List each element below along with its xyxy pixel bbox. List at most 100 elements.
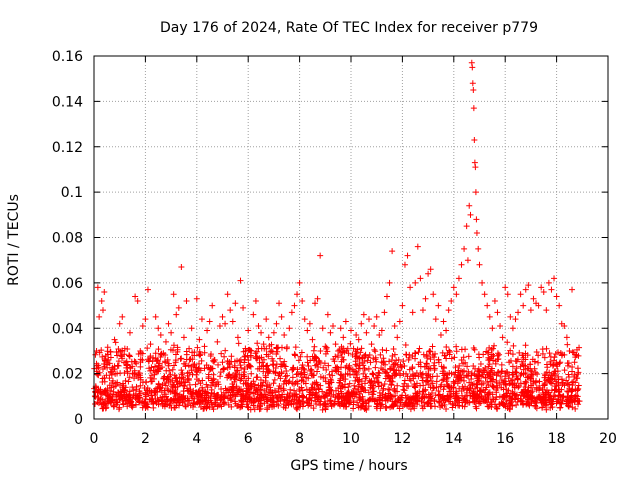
data-point-band — [360, 362, 367, 369]
data-point-band — [298, 349, 305, 356]
data-point-band — [534, 371, 541, 378]
data-point-band — [568, 392, 575, 399]
data-point — [288, 309, 295, 316]
data-point — [98, 298, 105, 305]
data-point-band — [221, 366, 228, 373]
data-point-band — [351, 385, 358, 392]
chart-title: Day 176 of 2024, Rate Of TEC Index for r… — [160, 20, 538, 36]
data-point-band — [382, 370, 389, 377]
data-point-band — [307, 367, 314, 374]
data-point-band — [490, 345, 497, 352]
data-point-band — [565, 371, 572, 378]
data-point-band — [486, 403, 493, 410]
data-point-band — [279, 393, 286, 400]
data-point-band — [467, 382, 474, 389]
data-point — [178, 263, 185, 270]
data-point-band — [142, 389, 149, 396]
data-point-band — [575, 385, 582, 392]
data-point-band — [570, 349, 577, 356]
data-point-band — [171, 362, 178, 369]
data-point-band — [528, 375, 535, 382]
data-point-band — [319, 406, 326, 413]
data-point-band — [248, 383, 255, 390]
data-point — [355, 336, 362, 343]
data-point — [417, 275, 424, 282]
data-point — [242, 347, 249, 354]
data-point — [414, 243, 421, 250]
data-point — [443, 327, 450, 334]
data-point-band — [517, 372, 524, 379]
data-point-band — [275, 388, 282, 395]
data-point-band — [446, 349, 453, 356]
data-point — [445, 307, 452, 314]
data-point-band — [298, 370, 305, 377]
data-point-band — [415, 373, 422, 380]
data-point-band — [194, 369, 201, 376]
data-point-band — [321, 400, 328, 407]
data-point-band — [488, 353, 495, 360]
data-point-band — [233, 402, 240, 409]
x-tick-label: 6 — [244, 431, 253, 447]
data-point — [345, 350, 352, 357]
data-point-band — [553, 380, 560, 387]
data-point-band — [106, 394, 113, 401]
data-point — [458, 261, 465, 268]
data-point-band — [423, 360, 430, 367]
data-point-band — [383, 347, 390, 354]
data-point-band — [192, 365, 199, 372]
data-point-band — [337, 385, 344, 392]
data-point-band — [194, 393, 201, 400]
data-point-band — [148, 372, 155, 379]
data-point-band — [137, 356, 144, 363]
data-point-band — [276, 383, 283, 390]
data-point — [160, 350, 167, 357]
data-point-band — [221, 353, 228, 360]
data-point — [391, 322, 398, 329]
data-point-band — [396, 372, 403, 379]
data-point-band — [258, 382, 265, 389]
data-point-band — [419, 370, 426, 377]
data-point-band — [102, 402, 109, 409]
data-point-band — [526, 402, 533, 409]
data-point — [330, 322, 337, 329]
data-point-band — [289, 366, 296, 373]
data-point-band — [237, 362, 244, 369]
data-point-band — [133, 396, 140, 403]
data-point — [137, 347, 144, 354]
data-point-band — [541, 374, 548, 381]
data-point-band — [231, 379, 238, 386]
data-point-band — [533, 349, 540, 356]
data-point-band — [528, 397, 535, 404]
data-point-band — [522, 342, 529, 349]
data-point-band — [135, 371, 142, 378]
data-point-band — [173, 374, 180, 381]
data-point-band — [496, 381, 503, 388]
data-point-band — [502, 373, 509, 380]
data-point-band — [322, 405, 329, 412]
data-point-band — [242, 352, 249, 359]
data-point — [450, 284, 457, 291]
x-tick-label: 18 — [548, 431, 566, 447]
data-point-band — [371, 378, 378, 385]
data-point-band — [217, 373, 224, 380]
data-point-band — [155, 381, 162, 388]
data-point-band — [524, 365, 531, 372]
y-axis-ticks: 0 0.02 0.04 0.06 0.08 0.1 0.12 0.14 0.16 — [52, 49, 608, 428]
y-tick-label: 0.06 — [52, 276, 83, 292]
data-point-band — [272, 369, 279, 376]
data-point-band — [372, 348, 379, 355]
data-point-band — [539, 404, 546, 411]
data-point — [389, 248, 396, 255]
data-point-band — [525, 384, 532, 391]
data-point-band — [292, 344, 299, 351]
data-point-band — [132, 358, 139, 365]
data-point-band — [293, 371, 300, 378]
data-point-band — [496, 351, 503, 358]
data-point-band — [126, 352, 133, 359]
data-point-band — [541, 354, 548, 361]
data-point-band — [356, 365, 363, 372]
data-point-band — [205, 390, 212, 397]
data-point-band — [129, 363, 136, 370]
data-point-band — [120, 389, 127, 396]
data-points — [91, 59, 583, 413]
